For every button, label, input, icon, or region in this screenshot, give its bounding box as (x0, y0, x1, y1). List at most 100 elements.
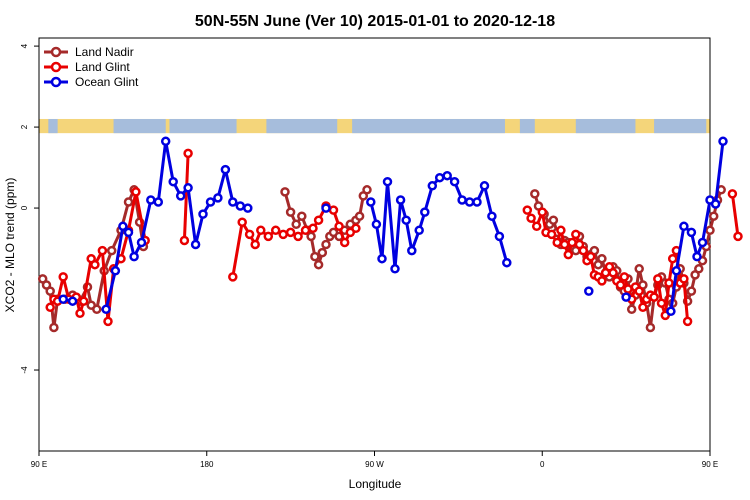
data-point (362, 185, 372, 195)
data-point (308, 223, 318, 234)
data-point (106, 245, 117, 256)
data-point (597, 276, 607, 286)
data-point (390, 264, 400, 274)
x-axis-label: Longitude (349, 477, 402, 491)
data-point (278, 229, 288, 240)
data-point (310, 251, 320, 262)
data-point (129, 251, 139, 262)
data-point (321, 203, 331, 213)
data-point (567, 237, 577, 248)
data-point (619, 272, 630, 282)
data-point (457, 195, 467, 205)
data-point (110, 266, 121, 276)
data-point (313, 259, 324, 270)
data-point (653, 274, 663, 284)
data-point (256, 225, 266, 236)
ocean-band-segment (352, 118, 505, 134)
data-point (407, 245, 417, 256)
data-point (656, 298, 667, 308)
data-point (377, 253, 387, 264)
data-point (710, 199, 721, 209)
data-point (546, 229, 557, 240)
ocean-band-segment (575, 118, 636, 134)
ocean-band-segment (519, 118, 535, 134)
data-point (686, 286, 697, 296)
series-line (182, 153, 190, 241)
legend-label: Land Nadir (75, 45, 134, 59)
data-point (645, 322, 656, 333)
data-point (213, 193, 223, 203)
legend-marker (50, 46, 62, 58)
data-point (442, 170, 452, 181)
data-point (306, 231, 316, 242)
y-tick-label: 4 (20, 43, 29, 48)
data-point (321, 239, 331, 250)
x-tick-label: 90 W (365, 460, 384, 469)
data-point (578, 245, 589, 256)
data-point (615, 280, 626, 290)
data-point (90, 259, 100, 270)
data-point (237, 217, 247, 227)
data-point (487, 211, 497, 221)
data-point (694, 264, 704, 274)
data-point (243, 203, 253, 213)
data-point (235, 201, 246, 211)
data-point (671, 266, 682, 276)
data-point (434, 172, 445, 183)
data-point (708, 211, 719, 221)
data-point (228, 197, 238, 207)
legend-item: Ocean Glint (44, 75, 139, 89)
data-point (198, 209, 208, 219)
data-point (285, 227, 296, 238)
series-layer (37, 136, 743, 333)
data-point (552, 237, 562, 248)
data-point (153, 197, 164, 207)
data-point (634, 286, 644, 296)
ocean-band-segment (266, 118, 338, 134)
data-point (697, 237, 708, 248)
y-tick-label: 2 (20, 124, 29, 129)
data-point (339, 237, 350, 248)
data-point (313, 215, 324, 225)
data-point (244, 229, 255, 240)
data-point (727, 189, 738, 199)
data-point (263, 231, 274, 242)
data-point (733, 231, 743, 242)
data-point (118, 221, 128, 232)
legend-marker (50, 76, 62, 88)
data-point (101, 304, 111, 315)
data-point (354, 211, 365, 221)
data-point (679, 274, 689, 284)
data-point (228, 272, 238, 282)
data-point (366, 197, 376, 207)
data-point (571, 229, 581, 240)
data-point (682, 316, 693, 327)
data-point (479, 181, 490, 191)
data-point (502, 257, 512, 268)
data-point (293, 231, 303, 242)
series-line (231, 204, 357, 278)
data-point (136, 237, 147, 248)
data-point (250, 239, 260, 250)
legend-label: Ocean Glint (75, 75, 139, 89)
ocean-band-segment (654, 118, 707, 134)
data-point (205, 197, 216, 207)
data-point (45, 302, 55, 313)
data-point (556, 225, 566, 236)
data-point (97, 245, 108, 256)
data-point (328, 205, 339, 215)
data-point (537, 207, 548, 217)
data-point (584, 286, 594, 296)
data-point (270, 225, 281, 236)
data-point (190, 239, 201, 250)
data-point (464, 197, 475, 207)
data-point (621, 292, 631, 302)
data-point (175, 191, 186, 201)
data-point (58, 294, 68, 304)
series-line (730, 193, 740, 237)
data-point (395, 195, 406, 205)
data-point (160, 136, 171, 147)
data-point (183, 183, 193, 193)
data-point (420, 207, 430, 217)
data-point (649, 292, 659, 302)
